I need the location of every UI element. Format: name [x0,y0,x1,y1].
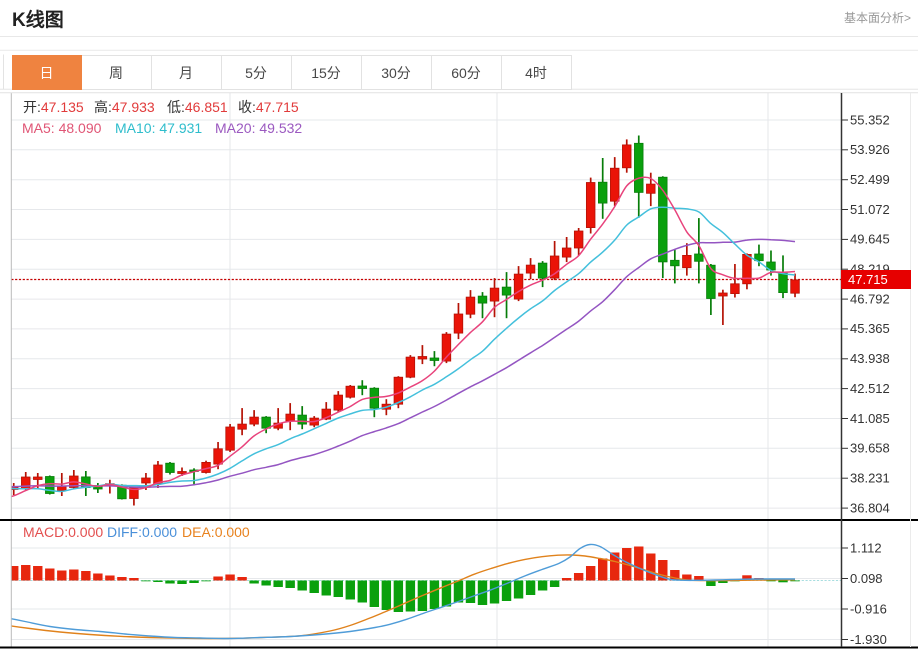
svg-text:47.715: 47.715 [848,272,888,287]
svg-text:41.085: 41.085 [850,411,890,426]
svg-text:43.938: 43.938 [850,351,890,366]
svg-text:-1.930: -1.930 [850,632,887,647]
svg-text:42.512: 42.512 [850,381,890,396]
svg-text:1.112: 1.112 [850,540,882,555]
svg-text:-0.916: -0.916 [850,601,887,616]
svg-text:52.499: 52.499 [850,172,890,187]
svg-text:38.231: 38.231 [850,471,890,486]
svg-text:53.926: 53.926 [850,142,890,157]
svg-text:36.804: 36.804 [850,500,890,515]
svg-text:49.645: 49.645 [850,232,890,247]
svg-text:46.792: 46.792 [850,291,890,306]
svg-text:51.072: 51.072 [850,202,890,217]
svg-text:0.098: 0.098 [850,571,883,586]
svg-text:55.352: 55.352 [850,112,890,127]
svg-text:45.365: 45.365 [850,321,890,336]
svg-text:39.658: 39.658 [850,441,890,456]
